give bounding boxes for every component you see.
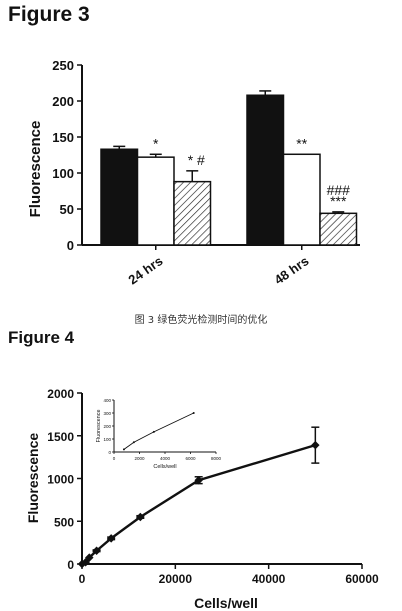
figure3-bars: * * # ** ###*** [100,90,358,246]
x-tick-label: 40000 [252,572,286,586]
inset-y-tick-label: 100 [103,437,111,442]
figure3-bar-chart: 0 50 100 150 200 250 24 hrs 48 hrs * * # ** ###***… [27,58,360,287]
inset-x-tick-label: 8000 [211,456,222,461]
inset-y-tick-label: 0 [108,450,111,455]
data-point [311,440,320,450]
y-tick-label: 250 [52,58,74,73]
significance-label: ### [327,182,351,198]
y-tick-label: 0 [67,238,74,253]
y-tick-label: 100 [52,166,74,181]
bar [319,212,358,246]
significance-label: * # [188,152,205,168]
inset-y-tick-label: 300 [103,411,111,416]
figure4-y-axis-label: Fluorescence [25,433,41,523]
inset-y-tick-label: 200 [103,424,111,429]
bar [173,180,212,246]
significance-label: * [153,135,159,151]
data-point [136,512,145,522]
data-point [85,553,94,562]
inset-x-axis-label: Cells/well [153,464,176,470]
bar [100,148,139,246]
series-line [81,444,316,566]
x-tick-label: 48 hrs [271,253,311,287]
x-tick-label: 20000 [159,572,193,586]
y-tick-label: 200 [52,94,74,109]
y-tick-label: 50 [60,202,74,217]
figure3-y-axis-label: Fluorescence [27,121,44,218]
inset-data-point [192,412,195,414]
x-tick-label: 60000 [345,572,379,586]
inset-data-point [132,441,135,444]
inset-x-tick-label: 4000 [160,456,171,461]
bar [246,94,285,246]
inset-y-axis-label: Fluorescence [96,409,102,442]
figure3-title: Figure 3 [8,3,90,26]
inset-x-tick-label: 0 [113,456,116,461]
y-tick-label: 500 [54,515,74,529]
inset-x-tick-label: 6000 [185,456,196,461]
y-tick-label: 1000 [47,473,74,487]
y-tick-label: 0 [67,558,74,572]
inset-series-line [123,412,194,450]
figure3-caption: 图 3 绿色荧光检测时间的优化 [134,315,268,326]
significance-label: *** [330,193,347,209]
significance-label: ** [296,135,307,151]
y-tick-label: 2000 [47,387,74,401]
bar [136,156,175,246]
x-tick-label: 0 [79,572,86,586]
figure4-title: Figure 4 [8,328,75,347]
inset-x-tick-label: 2000 [134,456,145,461]
inset-data-point [122,448,125,451]
bar [282,153,321,246]
inset-data-point [152,430,155,433]
data-point [106,534,116,543]
x-tick-label: 24 hrs [125,253,165,287]
y-tick-label: 1500 [47,430,74,444]
inset-y-tick-label: 400 [103,398,111,403]
y-tick-label: 150 [52,130,74,145]
figure4-x-axis-label: Cells/well [194,595,258,611]
